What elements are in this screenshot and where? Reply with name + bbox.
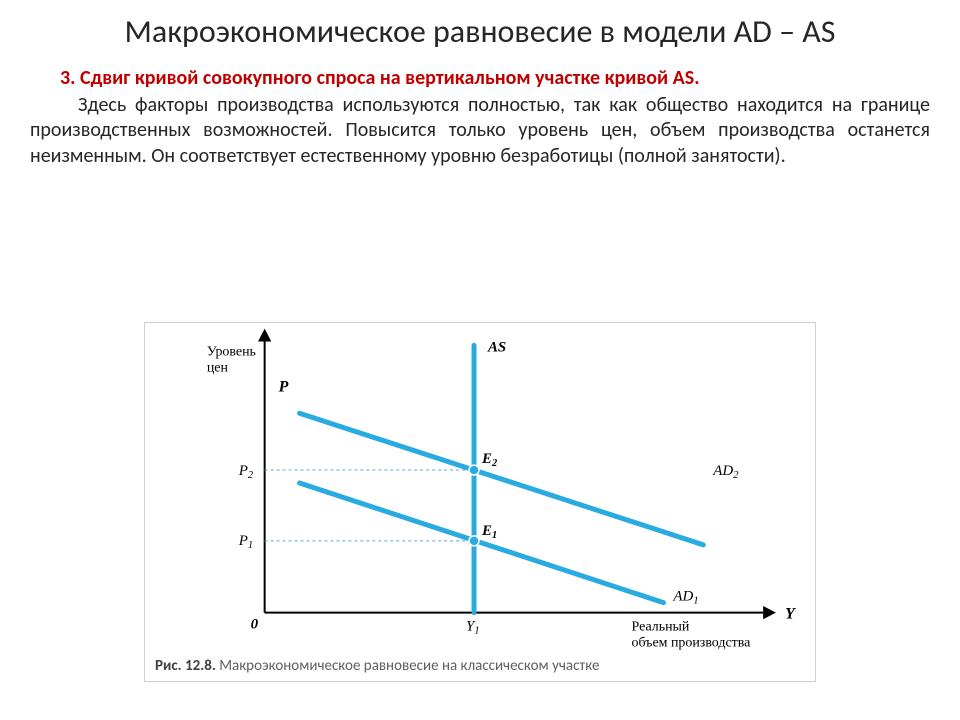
svg-text:Y1: Y1: [466, 619, 480, 637]
svg-text:AD1: AD1: [672, 589, 698, 607]
svg-text:E1: E1: [481, 523, 497, 541]
chart-container: AS AD1 AD2 E1 E2 P1 P2 Y1 Уровеньцен P 0 Реальныйоб…: [144, 322, 816, 682]
ad-as-diagram: AS AD1 AD2 E1 E2 P1 P2 Y1 Уровеньцен P 0 Реальныйоб…: [145, 323, 815, 653]
svg-text:Уровень: Уровень: [207, 344, 256, 359]
caption-text: Макроэкономическое равновесие на классич…: [216, 657, 600, 675]
svg-text:P: P: [279, 378, 289, 395]
svg-text:Реальный: Реальный: [632, 620, 690, 635]
figure-caption: Рис. 12.8. Макроэкономическое равновесие…: [145, 653, 815, 679]
slide-title: Макроэкономическое равновесие в модели A…: [0, 0, 960, 57]
svg-text:P2: P2: [238, 463, 253, 481]
section-subtitle: 3. Сдвиг кривой совокупного спроса на ве…: [0, 57, 960, 93]
svg-text:P1: P1: [238, 533, 253, 551]
svg-text:цен: цен: [207, 360, 229, 375]
svg-text:Y: Y: [785, 606, 796, 623]
svg-text:AS: AS: [487, 339, 506, 355]
body-paragraph: Здесь факторы производства используются …: [0, 93, 960, 170]
svg-text:0: 0: [251, 617, 259, 633]
caption-figure-number: Рис. 12.8.: [155, 657, 216, 675]
svg-text:AD2: AD2: [712, 463, 738, 481]
svg-text:E2: E2: [481, 451, 497, 469]
svg-text:объем производства: объем производства: [632, 636, 751, 651]
